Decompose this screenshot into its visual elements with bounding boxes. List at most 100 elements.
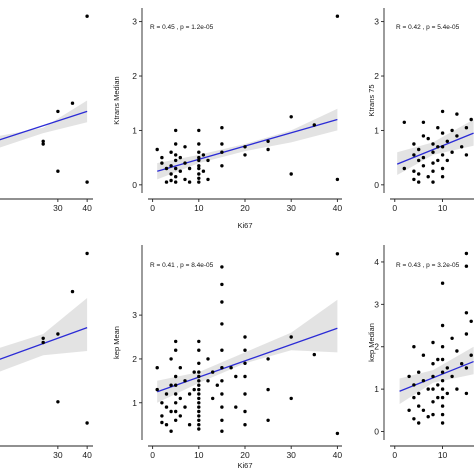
data-point [431,362,435,366]
data-point [174,392,178,396]
data-point [402,120,406,125]
data-point [426,175,430,179]
data-point [174,409,178,414]
x-tick-label: 0 [392,450,397,460]
data-point [70,101,75,105]
data-point [220,418,224,422]
data-point [174,374,178,379]
regression-line [0,110,88,141]
data-point [220,322,224,326]
correlation-stat: R = 0.42 , p = 5.4e-05 [396,24,460,31]
data-point [183,379,187,383]
data-point [440,404,445,408]
data-point [243,409,247,414]
panel-bottom-right: 0 1 2 3 4 0 10 R = 0.43 , p = 3.2e-05 kep Median [367,245,474,460]
data-point [85,14,89,18]
data-point [450,150,454,154]
data-point [436,145,440,149]
x-tick-label: 30 [53,450,63,460]
data-point [56,400,60,404]
data-point [417,370,421,374]
x-tick-label: 40 [82,203,92,213]
data-point [266,418,270,422]
data-point [206,357,210,361]
data-point [197,164,201,168]
x-axis-title: Ki67 [237,221,252,230]
y-tick-label: 1 [374,384,379,394]
data-point [197,418,201,422]
data-point [197,370,201,374]
data-point [412,417,416,421]
data-point [169,178,173,183]
data-point [192,387,196,392]
data-point [201,153,206,157]
data-point [220,429,224,433]
data-point [464,311,469,315]
regression-line [399,360,474,392]
data-point [220,126,224,130]
data-point [417,421,421,425]
data-point [243,348,247,352]
x-tick-label: 40 [333,450,343,460]
data-point [464,153,469,157]
data-point [197,409,201,414]
regression-line [0,327,88,360]
data-point [174,348,178,352]
data-point [464,391,469,396]
data-point [220,366,224,370]
x-tick-label: 20 [240,203,250,213]
data-point [243,374,247,379]
data-point [183,161,187,165]
data-point [206,158,210,163]
data-point [440,175,445,179]
data-point [469,319,473,323]
data-point [450,336,454,340]
data-point [169,164,173,168]
confidence-band [0,100,88,148]
data-point [312,123,316,127]
data-point [464,126,469,130]
x-tick-label: 30 [286,203,296,213]
data-point [197,414,201,418]
correlation-stat: R = 0.45 , p = 1.2e-05 [150,24,214,31]
data-point [417,180,421,184]
data-point [215,383,219,387]
data-point [289,172,293,176]
confidence-band [399,346,474,404]
x-tick-label: 40 [333,203,343,213]
data-point [160,420,164,425]
x-tick-label: 40 [82,450,92,460]
data-point [464,366,469,370]
data-point [56,169,60,173]
data-point [431,142,435,146]
y-tick-label: 0 [132,180,137,190]
regression-line [396,132,474,165]
data-point [197,387,201,392]
data-point [407,408,411,412]
confidence-band [397,119,474,175]
data-point [70,289,75,294]
data-point [183,177,187,182]
data-point [174,175,178,179]
data-point [417,158,421,163]
data-point [56,332,60,336]
data-point [164,166,169,171]
data-point [155,147,159,152]
data-point [412,383,416,387]
data-point [455,134,459,138]
data-point [464,332,469,336]
data-point [440,370,445,374]
regression-line [157,327,338,393]
data-point [431,374,435,379]
data-point [187,392,192,396]
data-point [41,139,45,143]
data-point [426,415,430,419]
x-tick-label: 0 [150,203,155,213]
data-point [335,252,340,256]
data-point [197,427,201,431]
data-point [426,387,430,391]
data-point [431,169,435,173]
data-point [206,177,210,182]
data-point [335,14,340,18]
data-point [197,396,201,401]
